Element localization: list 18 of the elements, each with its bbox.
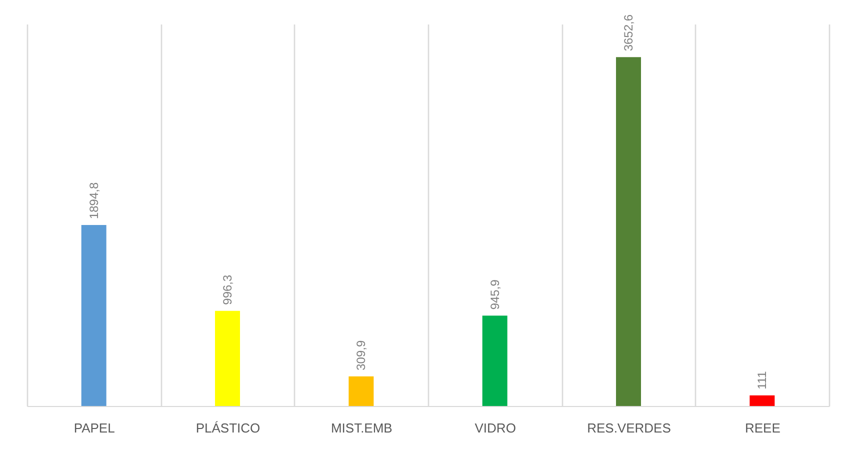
x-tick-label: PAPEL — [74, 420, 115, 436]
bar — [215, 310, 240, 406]
x-tick-label: VIDRO — [474, 420, 516, 436]
data-label: 111 — [755, 370, 770, 390]
bar — [482, 316, 508, 406]
bar — [81, 225, 106, 406]
x-tick-label: RES.VERDES — [587, 420, 672, 436]
bar — [616, 57, 641, 406]
data-label: 945,9 — [488, 279, 502, 310]
x-tick-label: PLÁSTICO — [196, 420, 260, 436]
bar — [348, 376, 374, 406]
x-tick-label: MIST.EMB — [330, 420, 392, 436]
data-label: 996,3 — [220, 274, 234, 305]
x-tick-label: REEE — [744, 420, 781, 436]
data-label: 1894,8 — [86, 182, 101, 220]
data-label: 309,9 — [354, 340, 368, 370]
data-label: 3652,6 — [622, 14, 636, 52]
bar — [750, 395, 775, 406]
